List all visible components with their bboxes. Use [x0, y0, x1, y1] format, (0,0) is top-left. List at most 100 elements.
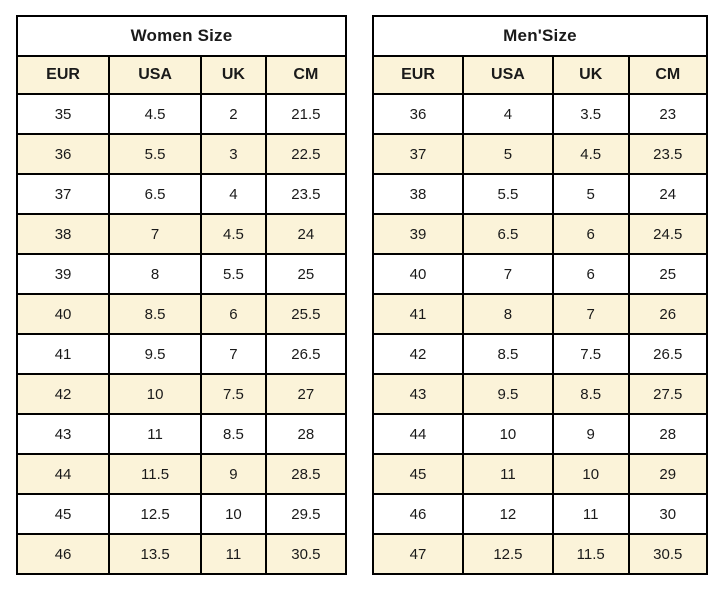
size-cell: 28	[264, 413, 348, 455]
size-cell: 10	[108, 373, 203, 415]
column-header-usa: USA	[461, 55, 554, 95]
size-cell: 3	[200, 133, 267, 175]
men-size-table-title: Men'Size	[372, 15, 709, 57]
size-cell: 8.5	[200, 413, 267, 455]
table-row: 41 9.5 7 26.5	[15, 333, 348, 375]
size-cell: 42	[372, 333, 464, 375]
size-cell: 13.5	[108, 533, 203, 575]
size-cell: 30	[627, 493, 709, 535]
size-cell: 7	[551, 293, 630, 335]
size-cell: 12	[461, 493, 554, 535]
table-row: 40 7 6 25	[372, 253, 709, 295]
size-cell: 44	[15, 453, 111, 495]
size-cell: 6	[200, 293, 267, 335]
size-cell: 41	[372, 293, 464, 335]
size-cell: 10	[551, 453, 630, 495]
size-cell: 5	[461, 133, 554, 175]
size-cell: 22.5	[264, 133, 348, 175]
size-cell: 29	[627, 453, 709, 495]
table-row: 37 6.5 4 23.5	[15, 173, 348, 215]
size-cell: 6	[551, 213, 630, 255]
size-cell: 11	[461, 453, 554, 495]
size-cell: 45	[15, 493, 111, 535]
size-cell: 6	[551, 253, 630, 295]
size-cell: 11.5	[551, 533, 630, 575]
size-cell: 9	[200, 453, 267, 495]
table-row: 44 10 9 28	[372, 413, 709, 455]
size-cell: 26	[627, 293, 709, 335]
table-row: 38 7 4.5 24	[15, 213, 348, 255]
table-row: 37 5 4.5 23.5	[372, 133, 709, 175]
size-cell: 38	[372, 173, 464, 215]
table-row: 41 8 7 26	[372, 293, 709, 335]
size-cell: 36	[15, 133, 111, 175]
table-row: 43 9.5 8.5 27.5	[372, 373, 709, 415]
size-cell: 12.5	[108, 493, 203, 535]
size-cell: 25.5	[264, 293, 348, 335]
size-cell: 24.5	[627, 213, 709, 255]
size-cell: 3.5	[551, 93, 630, 135]
size-cell: 28.5	[264, 453, 348, 495]
size-cell: 4	[200, 173, 267, 215]
size-cell: 37	[372, 133, 464, 175]
size-cell: 40	[372, 253, 464, 295]
size-cell: 26.5	[264, 333, 348, 375]
size-cell: 8.5	[461, 333, 554, 375]
size-cell: 11	[200, 533, 267, 575]
table-title-row: Men'Size	[372, 15, 709, 57]
size-cell: 8.5	[551, 373, 630, 415]
size-cell: 4.5	[108, 93, 203, 135]
size-cell: 8	[461, 293, 554, 335]
table-row: 39 6.5 6 24.5	[372, 213, 709, 255]
size-cell: 39	[372, 213, 464, 255]
size-cell: 43	[372, 373, 464, 415]
size-cell: 46	[372, 493, 464, 535]
size-cell: 10	[200, 493, 267, 535]
size-cell: 23	[627, 93, 709, 135]
men-size-table-body: 36 4 3.5 23 37 5 4.5 23.5 38 5.5 5 24 39 6.5 6 24.5 40 7 6…	[372, 93, 709, 575]
size-cell: 44	[372, 413, 464, 455]
size-cell: 29.5	[264, 493, 348, 535]
size-cell: 7.5	[551, 333, 630, 375]
column-header-uk: UK	[200, 55, 267, 95]
column-header-uk: UK	[551, 55, 630, 95]
size-cell: 12.5	[461, 533, 554, 575]
table-row: 44 11.5 9 28.5	[15, 453, 348, 495]
size-cell: 41	[15, 333, 111, 375]
size-cell: 45	[372, 453, 464, 495]
size-cell: 5.5	[461, 173, 554, 215]
size-cell: 24	[627, 173, 709, 215]
column-header-eur: EUR	[15, 55, 111, 95]
table-row: 36 4 3.5 23	[372, 93, 709, 135]
size-cell: 38	[15, 213, 111, 255]
size-cell: 27.5	[627, 373, 709, 415]
size-cell: 23.5	[264, 173, 348, 215]
size-cell: 21.5	[264, 93, 348, 135]
size-cell: 30.5	[264, 533, 348, 575]
size-cell: 4	[461, 93, 554, 135]
size-cell: 9.5	[461, 373, 554, 415]
size-cell: 11	[108, 413, 203, 455]
size-cell: 4.5	[200, 213, 267, 255]
table-row: 45 12.5 10 29.5	[15, 493, 348, 535]
table-row: 47 12.5 11.5 30.5	[372, 533, 709, 575]
size-cell: 27	[264, 373, 348, 415]
size-cell: 35	[15, 93, 111, 135]
size-cell: 25	[627, 253, 709, 295]
column-header-usa: USA	[108, 55, 203, 95]
size-cell: 10	[461, 413, 554, 455]
table-row: 39 8 5.5 25	[15, 253, 348, 295]
size-cell: 42	[15, 373, 111, 415]
table-row: 42 8.5 7.5 26.5	[372, 333, 709, 375]
size-cell: 40	[15, 293, 111, 335]
size-cell: 23.5	[627, 133, 709, 175]
size-cell: 4.5	[551, 133, 630, 175]
size-cell: 7.5	[200, 373, 267, 415]
size-cell: 11	[551, 493, 630, 535]
table-row: 38 5.5 5 24	[372, 173, 709, 215]
size-cell: 7	[200, 333, 267, 375]
column-header-cm: CM	[264, 55, 348, 95]
size-cell: 30.5	[627, 533, 709, 575]
size-cell: 24	[264, 213, 348, 255]
size-cell: 5.5	[200, 253, 267, 295]
